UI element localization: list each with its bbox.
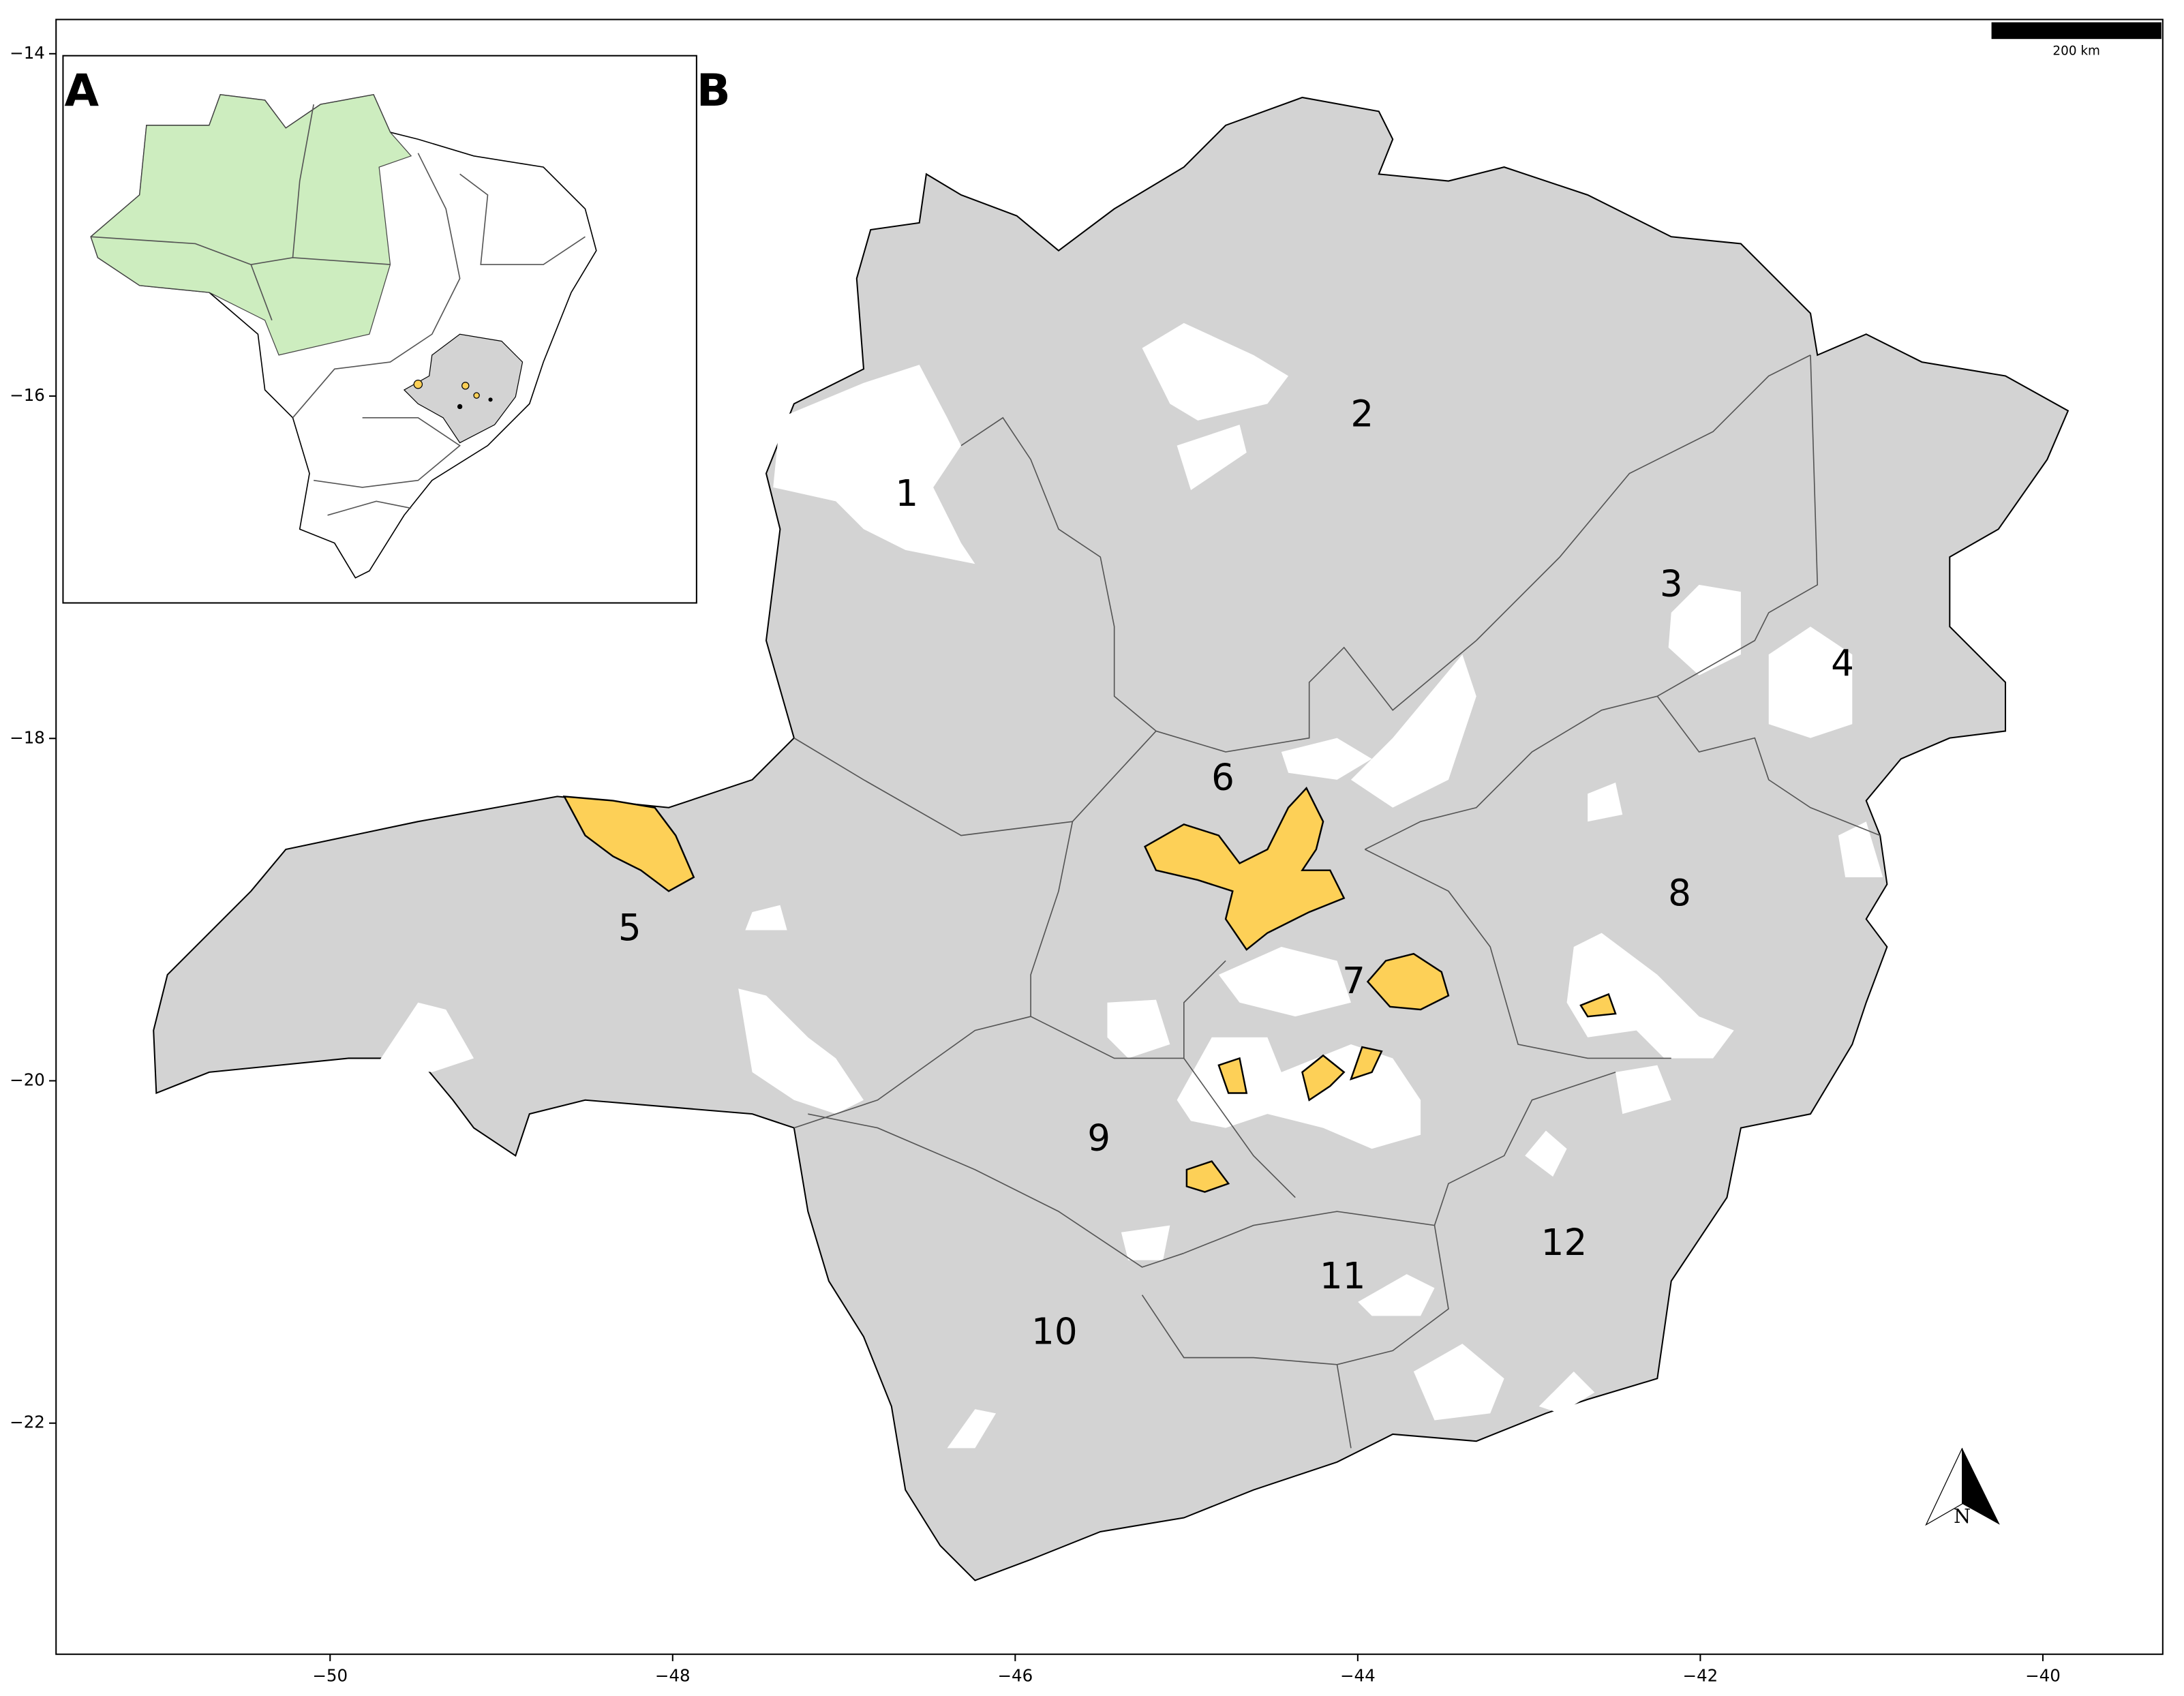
region-boundary [793,1016,1184,1129]
excluded-area [1358,1274,1435,1316]
region-label: 4 [1831,642,1854,684]
excluded-area [1413,1344,1504,1421]
region-label: 5 [618,907,641,949]
study-area [1301,1054,1346,1102]
y-tick-label: −18 [10,727,45,747]
excluded-area [1142,322,1289,421]
study-area [1366,952,1450,1011]
region-boundary [793,730,1157,836]
excluded-area [745,905,787,930]
panel-label: B [697,65,731,117]
study-area [1349,1046,1383,1081]
region-label: 9 [1087,1117,1110,1160]
study-area [1579,993,1617,1018]
excluded-area [1668,584,1741,676]
x-tick-label: −44 [1340,1665,1376,1685]
region-label: 10 [1031,1311,1078,1353]
axes-frame [55,18,2164,1655]
region-boundary [1476,354,1811,641]
excluded-area [1281,738,1372,780]
region-labels: 1 2 3 4 5 6 7 8 9 10 11 12 [618,393,1854,1352]
x-tick-label: −50 [312,1665,348,1685]
north-arrow [1962,1448,2000,1525]
region-label: 6 [1211,757,1234,799]
study-area [473,392,480,399]
excluded-area [947,1409,997,1449]
region-boundary [1656,354,1819,697]
region-boundary [1336,1364,1352,1449]
excluded-area [1218,947,1351,1017]
state-boundary [250,264,273,321]
region-label: 8 [1668,872,1691,914]
study-area [413,380,423,389]
excluded-area [1107,999,1170,1059]
region-boundary [1365,849,1671,1059]
excluded-area [1838,821,1883,877]
region-boundary [1656,695,1881,836]
state-outline [153,96,2069,1581]
state-boundary [292,104,314,258]
study-area [488,397,493,402]
excluded-area [773,365,975,564]
excluded-area [1538,1372,1595,1414]
region-boundary [808,1113,1185,1268]
excluded-area [1121,1225,1170,1260]
x-tick-label: −46 [997,1665,1033,1685]
region-label: 2 [1350,393,1374,435]
region-boundary [1030,821,1074,1017]
excluded-area [1768,626,1853,738]
scale-bar-label: 200 km [2052,44,2099,59]
region-label: 1 [895,472,918,515]
inset-map: A [62,55,697,604]
state-boundary [327,500,412,516]
excluded-area [1588,782,1623,822]
x-tick-label: −42 [1683,1665,1718,1685]
region-boundary [1434,1072,1616,1226]
excluded-area [1177,425,1247,491]
region-label: 3 [1660,563,1683,605]
x-tick-label: −40 [2025,1665,2061,1685]
excluded-area [1525,1130,1567,1177]
state-map [153,96,2069,1581]
region-label: 11 [1320,1255,1366,1297]
study-area [457,404,463,410]
state-boundary [314,417,461,488]
state-boundary [459,173,586,265]
axis-ticks: −50 −48 −46 −44 −42 −40 −14 −16 −18 −20 −22 [10,43,2061,1686]
region-boundary [1141,1211,1449,1365]
y-tick-label: −14 [10,43,45,63]
y-tick-label: −16 [10,385,45,405]
study-area [1144,787,1346,951]
panel-label: A [64,65,99,117]
excluded-area [1616,1065,1671,1115]
y-tick-label: −20 [10,1070,45,1089]
highlighted-states [90,94,412,356]
study-area [1185,1160,1230,1193]
region-label: 12 [1541,1222,1588,1264]
y-tick-label: −22 [10,1412,45,1432]
study-area [1217,1057,1248,1094]
excluded-area [1350,654,1476,808]
excluded-area [738,988,864,1115]
region-boundary [1155,640,1477,753]
study-area [562,796,695,892]
region-boundary [1183,960,1296,1198]
north-label: N [1954,1504,1971,1528]
x-tick-label: −48 [655,1665,691,1685]
excluded-area [1566,933,1734,1059]
excluded-area [376,1002,474,1072]
scale-bar [1991,22,2162,40]
region-label: 7 [1342,960,1365,1002]
study-area [461,382,470,390]
state-boundary [292,153,461,419]
region-boundary [1365,695,1658,850]
region-boundary [960,417,1157,732]
